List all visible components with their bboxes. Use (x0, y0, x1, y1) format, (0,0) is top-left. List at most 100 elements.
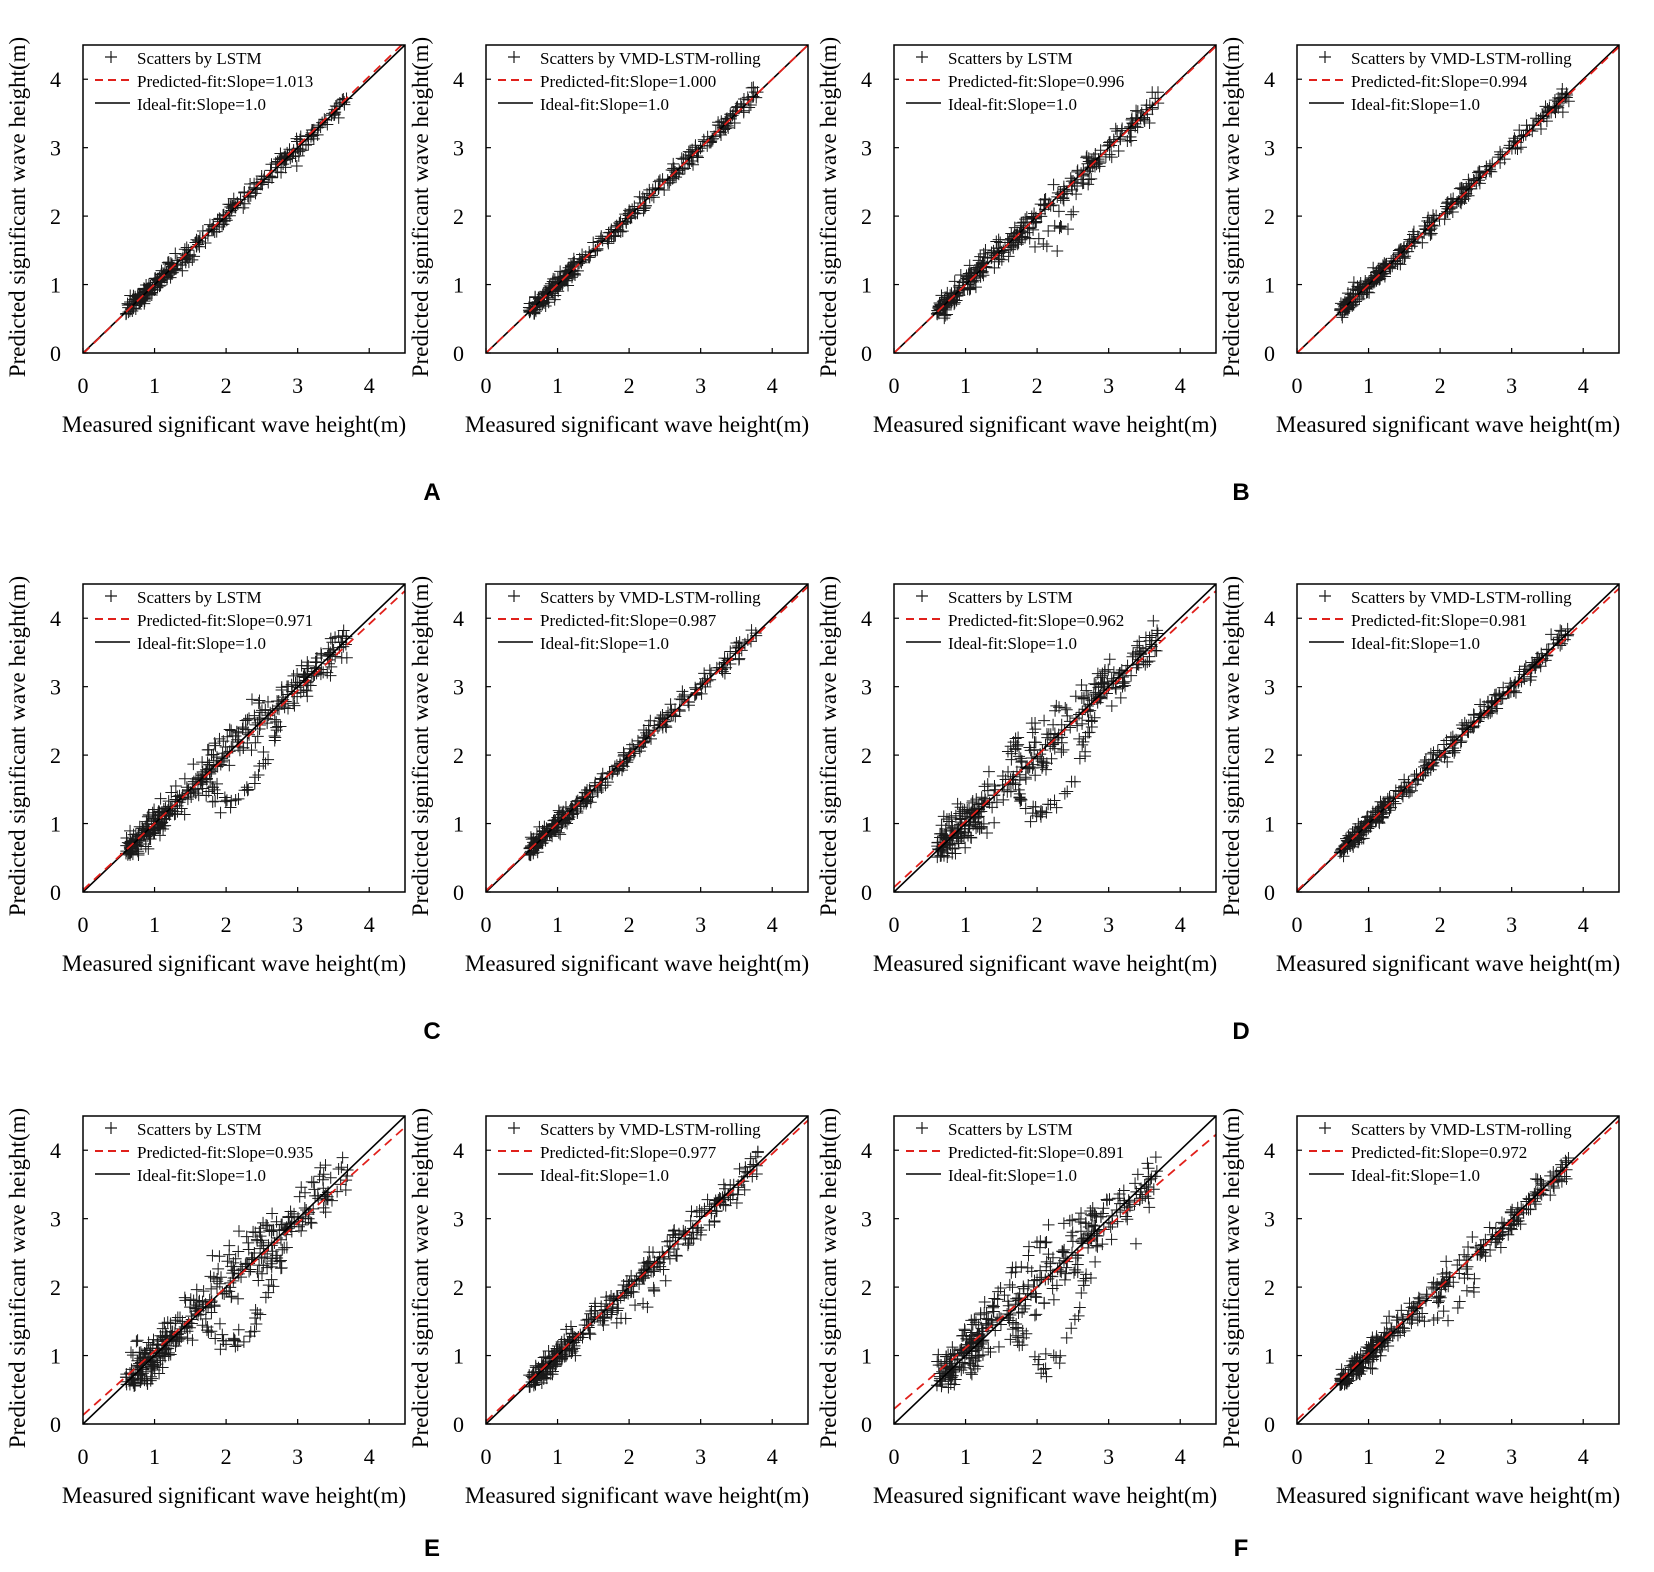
scatter-point (207, 1271, 220, 1284)
predicted-fit-line (894, 590, 1216, 888)
predicted-fit-line (894, 1133, 1216, 1410)
chart-A-left: 0 1 2 3 4 0 1 2 3 4 Measured significant wave heig… (5, 37, 406, 437)
scatter-point (190, 1283, 203, 1296)
scatter-point (332, 630, 345, 643)
scatter-point (274, 720, 287, 733)
y-tick-label: 1 (1264, 1344, 1275, 1369)
scatter-point (259, 1291, 272, 1304)
scatter-point (961, 807, 974, 820)
scatter-point (935, 819, 948, 832)
scatter-point (963, 259, 976, 272)
scatter-point (205, 1325, 218, 1338)
scatter-point (221, 730, 234, 743)
scatter-point (1524, 1203, 1537, 1216)
x-axis-label: Measured significant wave height(m) (62, 412, 406, 437)
y-tick-label: 2 (50, 1275, 61, 1300)
scatter-point (130, 1359, 143, 1372)
scatter-point (1432, 1291, 1445, 1304)
scatter-point (251, 716, 264, 729)
legend-entry-predicted: Predicted-fit:Slope=0.971 (137, 611, 313, 630)
scatter-point (633, 745, 646, 758)
scatter-point (690, 1206, 703, 1218)
scatter-point (1455, 181, 1468, 194)
scatter-point (948, 275, 961, 288)
scatter-point (178, 243, 191, 256)
scatter-point (1544, 1189, 1557, 1202)
scatter-point (324, 632, 337, 645)
scatter-point (1015, 755, 1028, 768)
scatter-point (1529, 1172, 1542, 1185)
scatter-point (261, 1261, 274, 1274)
plot-frame (1296, 44, 1620, 354)
scatter-point (1001, 745, 1014, 758)
scatter-point (182, 787, 195, 800)
scatter-point (605, 767, 618, 780)
legend-entry-ideal: Ideal-fit:Slope=1.0 (948, 634, 1077, 653)
scatter-point (251, 730, 264, 743)
scatter-point (1012, 1291, 1025, 1304)
scatter-point (1048, 794, 1061, 807)
scatter-point (695, 687, 708, 700)
scatter-point (1028, 207, 1041, 220)
scatter-point (1556, 83, 1569, 96)
scatter-point (188, 250, 201, 263)
scatter-point (1366, 1362, 1379, 1375)
scatter-point (1016, 1338, 1029, 1351)
scatter-point (1004, 740, 1017, 753)
scatter-point (1354, 822, 1367, 835)
scatter-point (251, 1307, 264, 1320)
y-tick-label: 4 (50, 1138, 61, 1163)
ideal-fit-line (894, 584, 1216, 892)
scatter-point (694, 1228, 707, 1241)
scatter-point (219, 795, 232, 808)
scatter-point (212, 1262, 225, 1275)
scatter-point (226, 1267, 239, 1280)
scatter-point (1125, 669, 1138, 682)
scatter-point (1535, 123, 1548, 136)
scatter-point (612, 1302, 625, 1315)
scatter-point (181, 1332, 194, 1345)
legend-entry-ideal: Ideal-fit:Slope=1.0 (948, 95, 1077, 114)
scatter-point (1453, 1295, 1466, 1308)
scatter-point (168, 808, 181, 821)
chart-A-right: 0 1 2 3 4 0 1 2 3 4 Measured significant wave heig… (408, 37, 809, 437)
scatter-point (1129, 1177, 1142, 1190)
scatter-point (211, 1275, 224, 1288)
scatter-point (988, 1292, 1001, 1305)
scatter-point (1422, 211, 1435, 224)
scatter-point (271, 1252, 284, 1265)
scatter-point (1012, 783, 1025, 796)
chart-C-right: 0 1 2 3 4 0 1 2 3 4 Measured significant wave heig… (408, 576, 809, 976)
scatter-point (1045, 752, 1058, 765)
scatter-point (670, 1249, 683, 1262)
chart-F-left: 0 1 2 3 4 0 1 2 3 4 Measured significant wave heig… (816, 1108, 1217, 1508)
legend-entry-ideal: Ideal-fit:Slope=1.0 (948, 1166, 1077, 1185)
x-tick-label: 1 (960, 912, 971, 937)
scatter-point (169, 779, 182, 792)
scatter-point (1047, 1349, 1060, 1362)
scatter-point (1015, 793, 1028, 806)
scatter-point (640, 726, 653, 739)
scatter-point (335, 651, 348, 664)
plot-frame (893, 1115, 1217, 1425)
scatter-point (981, 784, 994, 797)
scatter-point (1079, 730, 1092, 743)
plot-frame (893, 44, 1217, 354)
legend: Scatters by VMD-LSTM-rolling Predicted-fi… (498, 588, 761, 653)
chart-D-left: 0 1 2 3 4 0 1 2 3 4 Measured significant wave heig… (816, 576, 1217, 976)
scatter-point (1081, 690, 1094, 703)
y-tick-label: 4 (1264, 67, 1275, 92)
scatter-point (675, 693, 688, 706)
scatter-point (938, 1357, 951, 1370)
y-tick-label: 3 (453, 675, 464, 700)
ideal-fit-line (486, 1116, 808, 1424)
scatter-point (262, 695, 275, 708)
scatter-point (213, 1277, 226, 1290)
scatter-point (978, 1296, 991, 1309)
legend: Scatters by VMD-LSTM-rolling Predicted-fi… (1309, 588, 1572, 653)
scatter-point (260, 1218, 273, 1231)
ideal-fit-line (486, 584, 808, 892)
scatter-point (1141, 1157, 1154, 1170)
scatter-point (959, 841, 972, 854)
ideal-fit-line (486, 45, 808, 353)
